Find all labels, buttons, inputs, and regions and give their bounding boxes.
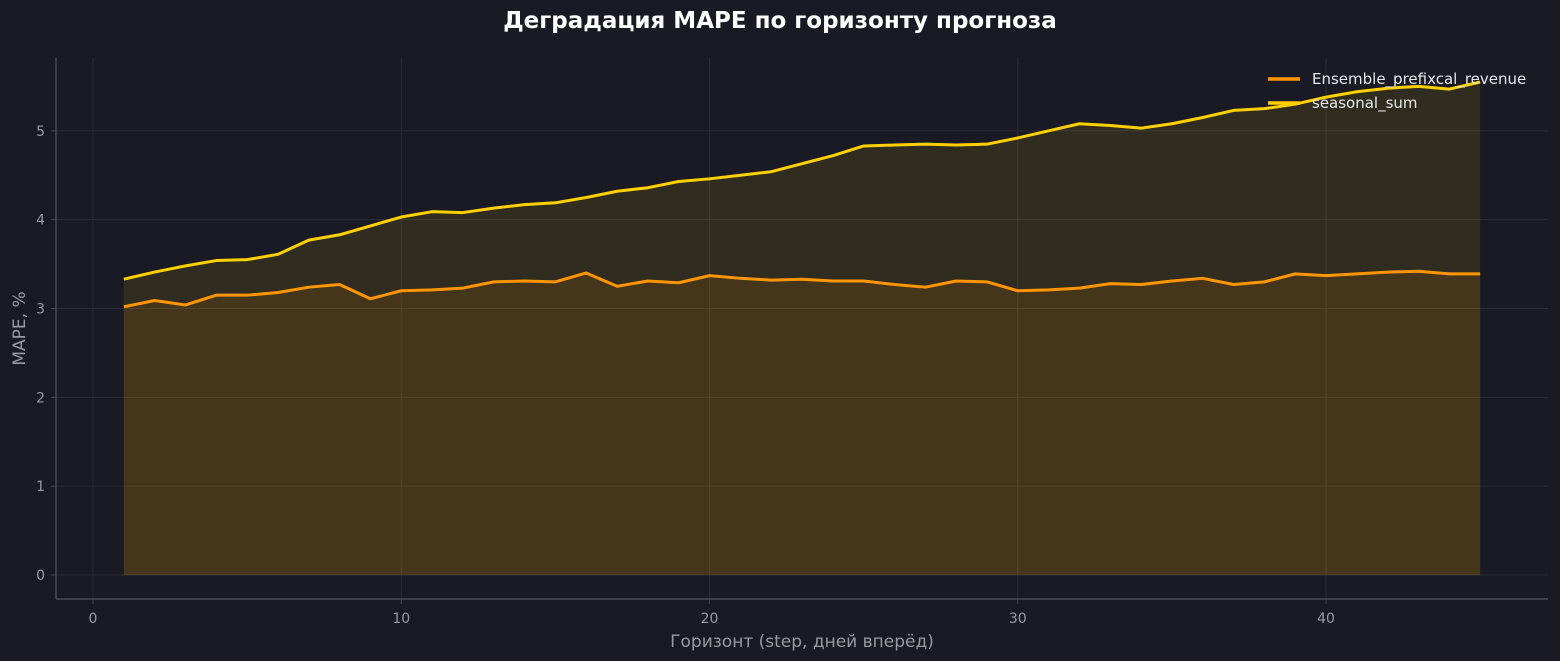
legend-label: Ensemble_prefixcal_revenue: [1312, 70, 1526, 89]
series-line: [123, 269, 1481, 309]
y-tick-label: 4: [36, 213, 45, 229]
area-fill: [123, 81, 1481, 576]
y-tick-label: 1: [36, 479, 45, 495]
y-tick-label: 0: [36, 568, 45, 584]
x-tick-label: 40: [1317, 611, 1335, 627]
area-fill: [123, 271, 1481, 576]
x-tick-label: 10: [392, 611, 410, 627]
x-tick-label: 30: [1009, 611, 1027, 627]
series-line: [123, 80, 1481, 281]
legend: Ensemble_prefixcal_revenue seasonal_sum: [1268, 70, 1526, 113]
y-tick-label: 5: [36, 124, 45, 140]
y-tick-label: 3: [36, 302, 45, 318]
x-tick-label: 20: [701, 611, 719, 627]
x-axis-label: Горизонт (step, дней вперёд): [670, 632, 934, 652]
legend-label: seasonal_sum: [1312, 94, 1418, 113]
chart-title: Деградация MAPE по горизонту прогноза: [503, 8, 1057, 34]
y-axis-label: MAPE, %: [10, 291, 30, 365]
y-tick-label: 2: [36, 390, 45, 406]
x-tick-label: 0: [89, 611, 98, 627]
